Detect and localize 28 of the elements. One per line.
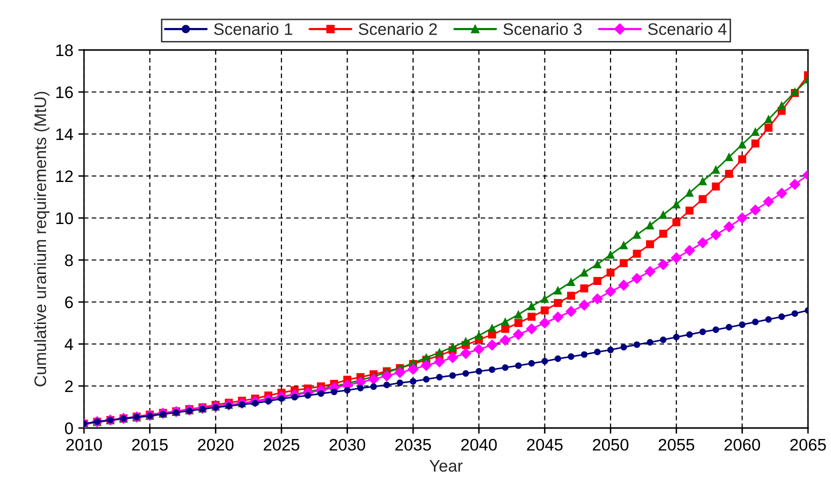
y-tick-label: 2 xyxy=(65,380,73,392)
y-tick-label: 18 xyxy=(56,44,73,56)
legend-label: Scenario 1 xyxy=(214,22,292,36)
y-tick-label: 6 xyxy=(65,296,73,308)
legend-label: Scenario 4 xyxy=(648,22,727,36)
x-tick-label: 2060 xyxy=(724,438,760,451)
y-tick-label: 16 xyxy=(56,86,73,98)
x-tick-label: 2055 xyxy=(658,438,694,451)
y-tick-label: 4 xyxy=(64,338,74,350)
y-axis-title: Cumulative uranium requirements (MtU) xyxy=(34,92,50,386)
y-tick-label: 10 xyxy=(56,212,73,224)
legend-label: Scenario 2 xyxy=(358,22,437,36)
y-tick-label: 8 xyxy=(65,254,73,266)
x-tick-label: 2020 xyxy=(198,438,234,451)
x-tick-label: 2050 xyxy=(592,438,628,451)
y-tick-label: 12 xyxy=(56,170,73,182)
x-tick-label: 2025 xyxy=(264,438,300,451)
x-axis-title: Year xyxy=(430,460,463,472)
y-tick-label: 0 xyxy=(64,422,73,434)
x-tick-label: 2065 xyxy=(790,438,826,451)
x-tick-label: 2040 xyxy=(461,438,497,451)
legend-label: Scenario 3 xyxy=(503,22,582,36)
x-tick-label: 2030 xyxy=(330,438,366,451)
x-tick-label: 2010 xyxy=(66,438,102,451)
y-tick-label: 14 xyxy=(56,128,74,140)
x-tick-label: 2045 xyxy=(527,438,563,451)
x-tick-label: 2015 xyxy=(132,438,168,451)
x-tick-label: 2035 xyxy=(395,438,431,451)
